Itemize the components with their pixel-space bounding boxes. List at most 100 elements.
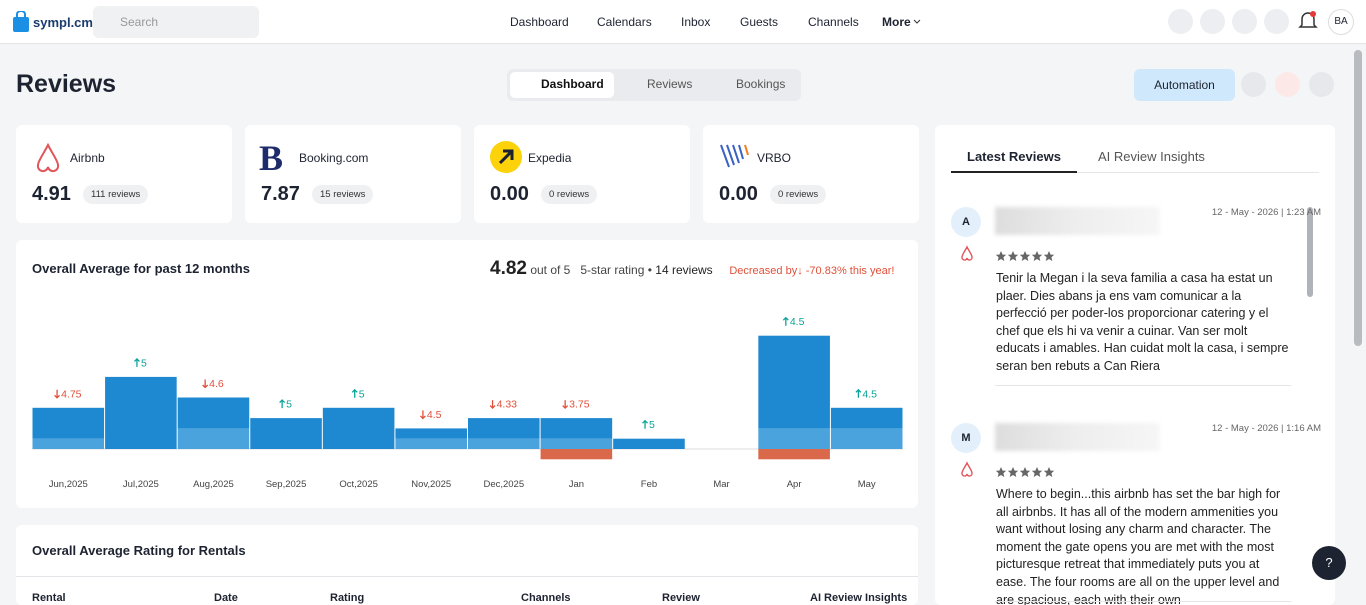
review-date: 12 - May - 2026 | 1:16 AM <box>1211 423 1321 434</box>
star <box>1007 251 1019 261</box>
chart-card: Overall Average for past 12 months 4.82 … <box>16 240 918 508</box>
rentals-title: Overall Average Rating for Rentals <box>32 543 246 558</box>
chart-title: Overall Average for past 12 months <box>32 261 250 276</box>
negative-segment <box>540 449 613 460</box>
channel-card: VRBO 0.00 0 reviews <box>703 125 919 223</box>
trend-arrow <box>562 400 569 410</box>
automation-button[interactable]: Automation <box>1134 69 1235 101</box>
review-text: Where to begin...this airbnb has set the… <box>996 487 1281 605</box>
trend-arrow <box>419 410 426 420</box>
bar-segment <box>177 397 250 429</box>
change-label: Decreased by <box>729 265 798 277</box>
rating-label: 4.5 <box>862 388 877 400</box>
trend-arrow <box>855 388 862 398</box>
channel-reviews: 0 reviews <box>770 185 827 204</box>
top-bar: sympl.cm Search Dashboard Calendars Inbo… <box>0 0 1366 44</box>
bar-segment <box>758 335 830 429</box>
tab[interactable]: Bookings <box>736 77 786 91</box>
side-tab[interactable]: Latest Reviews <box>967 149 1061 164</box>
star <box>1007 467 1019 477</box>
bar-segment <box>105 376 177 449</box>
chart-summary: 4.82 out of 5 5-star rating • 14 reviews… <box>490 258 894 280</box>
review: A 12 - May - 2026 | 1:23 AM Tenir la Megan… <box>951 207 1321 407</box>
rating-kind: 5-star rating <box>580 263 645 277</box>
bell[interactable] <box>1298 10 1318 32</box>
star <box>1031 251 1043 261</box>
help-button[interactable]: ? <box>1312 546 1346 580</box>
scrollbar[interactable] <box>1307 207 1313 297</box>
x-tick-label: Apr <box>787 479 802 490</box>
tab-group <box>507 69 801 101</box>
filter-button[interactable] <box>1241 72 1266 97</box>
nav-item[interactable]: Channels <box>808 15 859 29</box>
star <box>1031 467 1043 477</box>
negative-segment <box>758 449 830 460</box>
stars <box>995 251 1055 261</box>
channel-name: Booking.com <box>299 151 369 165</box>
bar-segment <box>830 428 903 449</box>
clear-filter-button[interactable] <box>1275 72 1300 97</box>
icon-button[interactable] <box>1264 9 1289 34</box>
tab[interactable]: Dashboard <box>541 77 604 91</box>
channel-rating: 0.00 <box>490 183 529 205</box>
divider <box>995 601 1291 602</box>
avatar[interactable]: BA <box>1328 9 1354 35</box>
active-tab-bg <box>510 72 614 98</box>
x-tick-label: May <box>858 479 876 490</box>
icon-button[interactable] <box>1232 9 1257 34</box>
average-suffix: out of 5 <box>530 263 571 277</box>
channel-reviews: 15 reviews <box>312 185 374 204</box>
stars <box>995 467 1055 477</box>
page-title: Reviews <box>16 70 117 98</box>
trend-arrow <box>54 389 61 399</box>
airbnb-logo <box>36 142 60 173</box>
x-tick-label: Nov,2025 <box>411 479 451 490</box>
channel-name: Airbnb <box>70 151 105 165</box>
rating-label: 4.5 <box>427 409 442 421</box>
tab-underline <box>951 171 1077 173</box>
airbnb-icon <box>961 461 973 477</box>
nav-item[interactable]: Dashboard <box>510 15 569 29</box>
booking-logo: B <box>259 138 284 178</box>
side-tab[interactable]: AI Review Insights <box>1098 149 1205 164</box>
search-box[interactable]: Search <box>93 6 259 38</box>
chevron <box>913 19 921 24</box>
review-avatar: A <box>951 207 981 237</box>
page-scrollbar[interactable] <box>1354 50 1362 346</box>
star <box>1019 467 1031 477</box>
trend-arrow <box>279 399 286 409</box>
rating-label: 4.33 <box>497 399 518 411</box>
reviewer-name-blurred <box>995 207 1160 235</box>
column-header: Channels <box>521 592 571 604</box>
trend-arrow <box>202 379 209 389</box>
x-tick-label: Oct,2025 <box>339 479 378 490</box>
trend-arrow <box>489 400 496 410</box>
nav-item[interactable]: More <box>882 15 911 29</box>
review-avatar: M <box>951 423 981 453</box>
x-tick-label: Mar <box>713 479 729 490</box>
channel-name: Expedia <box>528 151 572 165</box>
nav-item[interactable]: Guests <box>740 15 779 29</box>
vrbo-logo <box>720 144 749 168</box>
bar-segment <box>177 428 250 449</box>
nav-item[interactable]: Calendars <box>597 15 652 29</box>
bar-segment <box>395 438 467 449</box>
rating-label: 3.75 <box>569 399 590 411</box>
x-tick-label: Sep,2025 <box>266 479 307 490</box>
refresh-button[interactable] <box>1309 72 1334 97</box>
icon-button[interactable] <box>1200 9 1225 34</box>
nav-item[interactable]: Inbox <box>681 15 711 29</box>
x-tick-label: Feb <box>641 479 657 490</box>
column-header: Review <box>662 592 700 604</box>
airbnb-path <box>961 461 973 477</box>
tab[interactable]: Reviews <box>647 77 693 91</box>
channel-rating: 4.91 <box>32 183 71 205</box>
rating-label: 5 <box>359 388 365 400</box>
column-header: Rental <box>32 592 66 604</box>
logo[interactable]: sympl.cm <box>33 15 93 30</box>
icon-button[interactable] <box>1168 9 1193 34</box>
star <box>1043 251 1055 261</box>
rating-label: 4.6 <box>209 378 224 390</box>
rating-label: 4.5 <box>790 316 805 328</box>
